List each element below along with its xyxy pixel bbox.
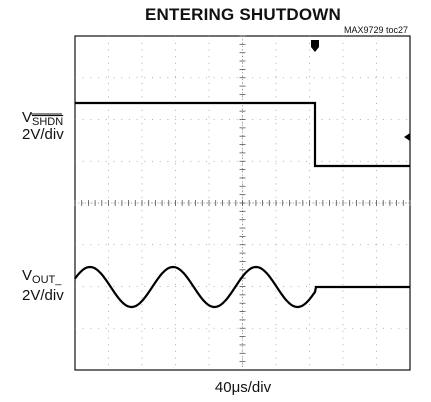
- channel-2-subscript: OUT_: [32, 274, 62, 286]
- traces: [74, 40, 410, 309]
- grid: [74, 35, 411, 370]
- channel-1-symbol: V: [22, 109, 32, 126]
- level-marker: [404, 133, 410, 141]
- trigger-marker: [311, 40, 319, 52]
- channel-1-label: VSHDN: [22, 109, 63, 128]
- figure-title: ENTERING SHUTDOWN: [145, 5, 341, 24]
- channel-1-subscript: SHDN: [32, 116, 63, 128]
- channel-1-scale: 2V/div: [22, 126, 64, 143]
- x-scale-label: 40μs/div: [215, 379, 272, 396]
- channel-2-label: VOUT_: [22, 267, 62, 286]
- figure-tag: MAX9729 toc27: [344, 25, 408, 35]
- channel-2-symbol: V: [22, 267, 32, 284]
- channel-2-scale: 2V/div: [22, 287, 64, 304]
- shutdown-trace: [75, 101, 410, 168]
- output-trace: [74, 265, 410, 309]
